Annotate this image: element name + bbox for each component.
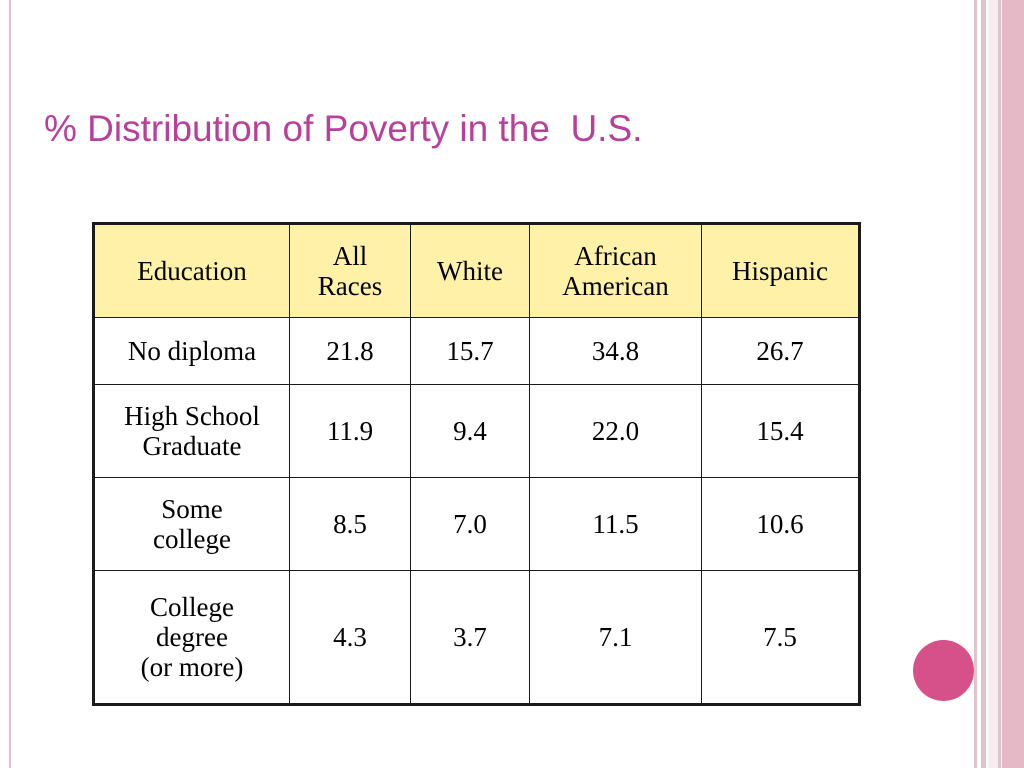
stripe [998,0,1001,768]
table-row: High School Graduate 11.9 9.4 22.0 15.4 [93,384,860,478]
table-cell: 8.5 [289,477,411,571]
table-cell: 15.7 [410,317,530,385]
poverty-table: Education All Races White African Americ… [92,222,861,706]
table-cell: 7.0 [410,477,530,571]
header-hispanic: Hispanic [701,223,860,318]
table-cell: 11.9 [289,384,411,478]
table-cell: 21.8 [289,317,411,385]
table-cell: 26.7 [701,317,860,385]
slide-title: % Distribution of Poverty in the U.S. [44,108,643,149]
table-cell: 4.3 [289,570,411,705]
table-header-row: Education All Races White African Americ… [93,223,860,318]
row-label: College degree (or more) [93,570,290,705]
stripe [988,0,998,768]
row-label: High School Graduate [93,384,290,478]
table-row: College degree (or more) 4.3 3.7 7.1 7.5 [93,570,860,705]
header-african-american: African American [529,223,702,318]
decorative-circle [913,640,974,701]
row-label: No diploma [93,317,290,385]
stripe [1002,0,1024,768]
table-cell: 34.8 [529,317,702,385]
table-cell: 7.5 [701,570,860,705]
table-cell: 15.4 [701,384,860,478]
table-cell: 7.1 [529,570,702,705]
table-cell: 9.4 [410,384,530,478]
header-white: White [410,223,530,318]
table-cell: 3.7 [410,570,530,705]
table-row: Some college 8.5 7.0 11.5 10.6 [93,477,860,571]
header-all-races: All Races [289,223,411,318]
right-decorative-stripes [974,0,1024,768]
table-cell: 11.5 [529,477,702,571]
table-cell: 10.6 [701,477,860,571]
table-cell: 22.0 [529,384,702,478]
header-education: Education [93,223,290,318]
left-border-line [0,0,11,768]
table-row: No diploma 21.8 15.7 34.8 26.7 [93,317,860,385]
stripe [981,0,986,768]
row-label: Some college [93,477,290,571]
stripe [974,0,977,768]
